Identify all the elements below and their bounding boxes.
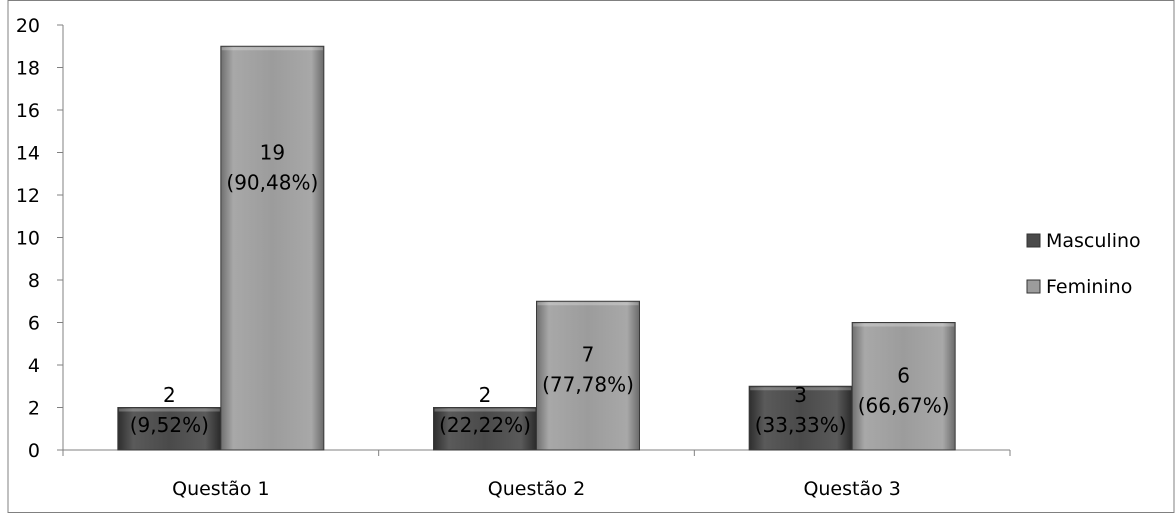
bar-highlight [221, 47, 323, 51]
y-tick-label: 0 [28, 440, 40, 462]
legend: Masculino Feminino [1026, 230, 1141, 298]
x-category-label: Questão 3 [803, 478, 900, 500]
bar-highlight [750, 387, 852, 391]
y-tick-label: 2 [28, 398, 40, 420]
y-tick-label: 6 [28, 313, 40, 335]
data-label-percent: (33,33%) [755, 413, 847, 437]
axes: 0 2 4 6 8 10 12 14 16 18 20 Questão 1 Questão 2 Quest… [16, 15, 1011, 500]
bar-highlight [434, 408, 536, 412]
legend-swatch-feminino [1026, 279, 1041, 294]
x-category-label: Questão 1 [172, 478, 269, 500]
bar-highlight [118, 408, 220, 412]
y-tick-label: 16 [16, 100, 40, 122]
data-label-percent: (90,48%) [226, 170, 318, 194]
legend-swatch-masculino [1026, 233, 1041, 248]
legend-label-masculino: Masculino [1046, 230, 1141, 252]
legend-label-feminino: Feminino [1046, 276, 1132, 298]
y-tick-label: 10 [16, 228, 40, 250]
bars [117, 45, 956, 451]
bar-masculino [117, 407, 222, 451]
bar-masculino [748, 385, 853, 451]
data-labels: 2 (9,52%) 19 (90,48%) 2 (22,22%) 7 (77,78%) 3 (33… [130, 140, 950, 437]
data-label-value: 3 [794, 383, 807, 407]
data-label-value: 6 [897, 364, 910, 388]
data-label-percent: (22,22%) [439, 413, 531, 437]
data-label-value: 2 [163, 383, 176, 407]
y-tick-label: 20 [16, 15, 40, 37]
bar-highlight [853, 323, 955, 327]
y-tick-label: 18 [16, 58, 40, 80]
bar-feminino [220, 45, 325, 451]
data-label-value: 7 [582, 342, 595, 366]
bar-feminino [536, 300, 640, 451]
bar-feminino [851, 322, 956, 451]
data-label-percent: (66,67%) [858, 394, 950, 418]
y-tick-label: 12 [16, 185, 40, 207]
x-category-label: Questão 2 [488, 478, 585, 500]
data-label-value: 2 [479, 383, 492, 407]
y-tick-label: 8 [28, 270, 40, 292]
data-label-value: 19 [260, 140, 285, 164]
bar-highlight [537, 302, 639, 306]
y-tick-label: 4 [28, 355, 40, 377]
data-label-percent: (77,78%) [542, 372, 634, 396]
y-tick-label: 14 [16, 143, 40, 165]
data-label-percent: (9,52%) [130, 413, 209, 437]
